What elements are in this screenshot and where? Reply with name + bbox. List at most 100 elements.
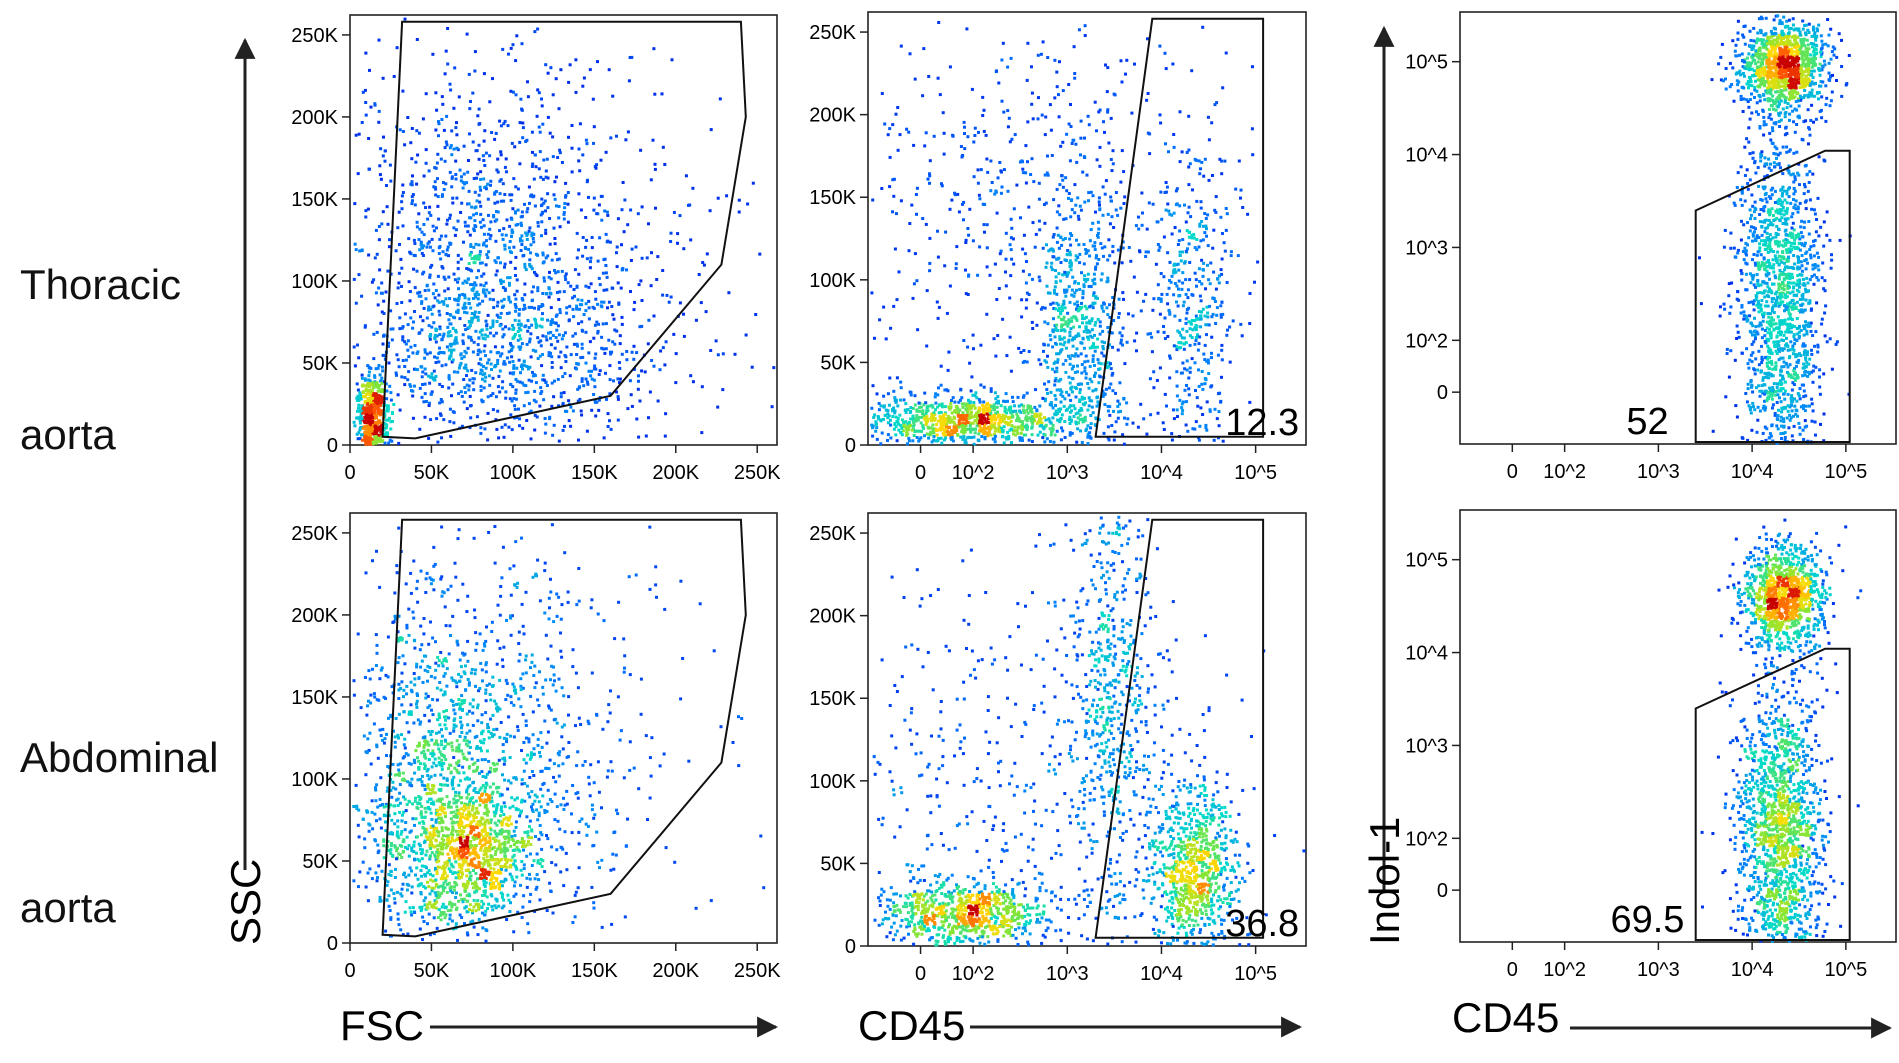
event-point	[374, 383, 378, 387]
density-points	[352, 17, 776, 446]
event-point	[896, 404, 900, 408]
event-point	[401, 338, 405, 342]
event-point	[530, 290, 534, 294]
event-point	[647, 222, 650, 226]
event-point	[953, 410, 956, 413]
event-point	[470, 318, 474, 322]
event-point	[1176, 243, 1180, 246]
event-point	[1030, 414, 1034, 418]
event-point	[951, 396, 955, 400]
event-point	[1000, 185, 1004, 189]
event-point	[1201, 238, 1205, 242]
event-point	[1749, 321, 1753, 325]
event-point	[1129, 259, 1133, 263]
event-point	[602, 288, 606, 292]
event-point	[640, 256, 644, 260]
event-point	[503, 262, 507, 266]
event-point	[1181, 238, 1185, 242]
event-point	[983, 230, 986, 234]
event-point	[1091, 306, 1095, 310]
event-point	[1063, 329, 1067, 333]
event-point	[1803, 183, 1806, 186]
event-point	[910, 203, 914, 207]
event-point	[1085, 330, 1089, 334]
event-point	[367, 401, 371, 405]
event-point	[456, 267, 460, 271]
event-point	[406, 378, 410, 382]
event-point	[1067, 285, 1071, 289]
event-point	[564, 194, 568, 198]
event-point	[422, 270, 426, 274]
event-point	[1056, 233, 1060, 237]
event-point	[457, 392, 461, 396]
event-point	[493, 137, 497, 141]
event-point	[1248, 322, 1252, 325]
event-point	[1007, 421, 1011, 425]
event-point	[421, 254, 425, 257]
event-point	[1068, 357, 1072, 361]
event-point	[411, 193, 415, 197]
event-point	[1248, 400, 1252, 404]
event-point	[459, 390, 463, 394]
event-point	[530, 165, 534, 168]
event-point	[469, 250, 473, 254]
event-point	[1051, 235, 1055, 239]
event-point	[552, 395, 556, 399]
event-point	[502, 199, 506, 203]
event-point	[537, 125, 541, 129]
event-point	[1199, 206, 1203, 210]
event-point	[1825, 96, 1829, 100]
event-point	[1050, 268, 1054, 272]
event-point	[526, 207, 530, 211]
event-point	[1007, 434, 1011, 438]
event-point	[983, 435, 987, 439]
event-point	[1791, 276, 1794, 280]
event-point	[603, 209, 607, 213]
event-point	[447, 357, 451, 361]
event-point	[905, 430, 909, 434]
event-point	[366, 436, 370, 440]
event-point	[398, 327, 402, 331]
event-point	[1106, 313, 1110, 317]
event-point	[564, 181, 568, 185]
event-point	[517, 345, 521, 349]
event-point	[1035, 323, 1039, 327]
x-tick-label: 10^5	[1234, 462, 1277, 484]
event-point	[1070, 409, 1073, 413]
event-point	[1173, 262, 1176, 266]
event-point	[1007, 408, 1011, 412]
event-point	[430, 375, 433, 379]
event-point	[906, 408, 910, 411]
event-point	[491, 288, 495, 292]
y-tick-label: 50K	[302, 353, 338, 375]
event-point	[1106, 110, 1110, 114]
event-point	[999, 416, 1003, 420]
event-point	[482, 349, 486, 353]
event-point	[1157, 248, 1161, 252]
event-point	[1029, 409, 1032, 413]
event-point	[1752, 299, 1756, 303]
event-point	[1170, 213, 1174, 217]
event-point	[1188, 261, 1192, 264]
event-point	[367, 442, 371, 446]
event-point	[541, 334, 545, 338]
event-point	[923, 434, 926, 438]
event-point	[1224, 51, 1228, 55]
event-point	[1080, 271, 1083, 275]
event-point	[1108, 303, 1111, 307]
y-tick-label: 0	[327, 435, 338, 457]
event-point	[1813, 420, 1817, 424]
event-point	[429, 308, 433, 311]
event-point	[1194, 328, 1198, 332]
event-point	[566, 202, 570, 206]
event-point	[906, 432, 910, 436]
event-point	[1102, 302, 1106, 306]
event-point	[466, 224, 470, 228]
event-point	[388, 438, 392, 442]
event-point	[962, 428, 966, 431]
event-point	[538, 354, 542, 358]
event-point	[1101, 329, 1105, 333]
event-point	[1090, 317, 1094, 321]
event-point	[378, 164, 382, 168]
event-point	[496, 358, 500, 362]
